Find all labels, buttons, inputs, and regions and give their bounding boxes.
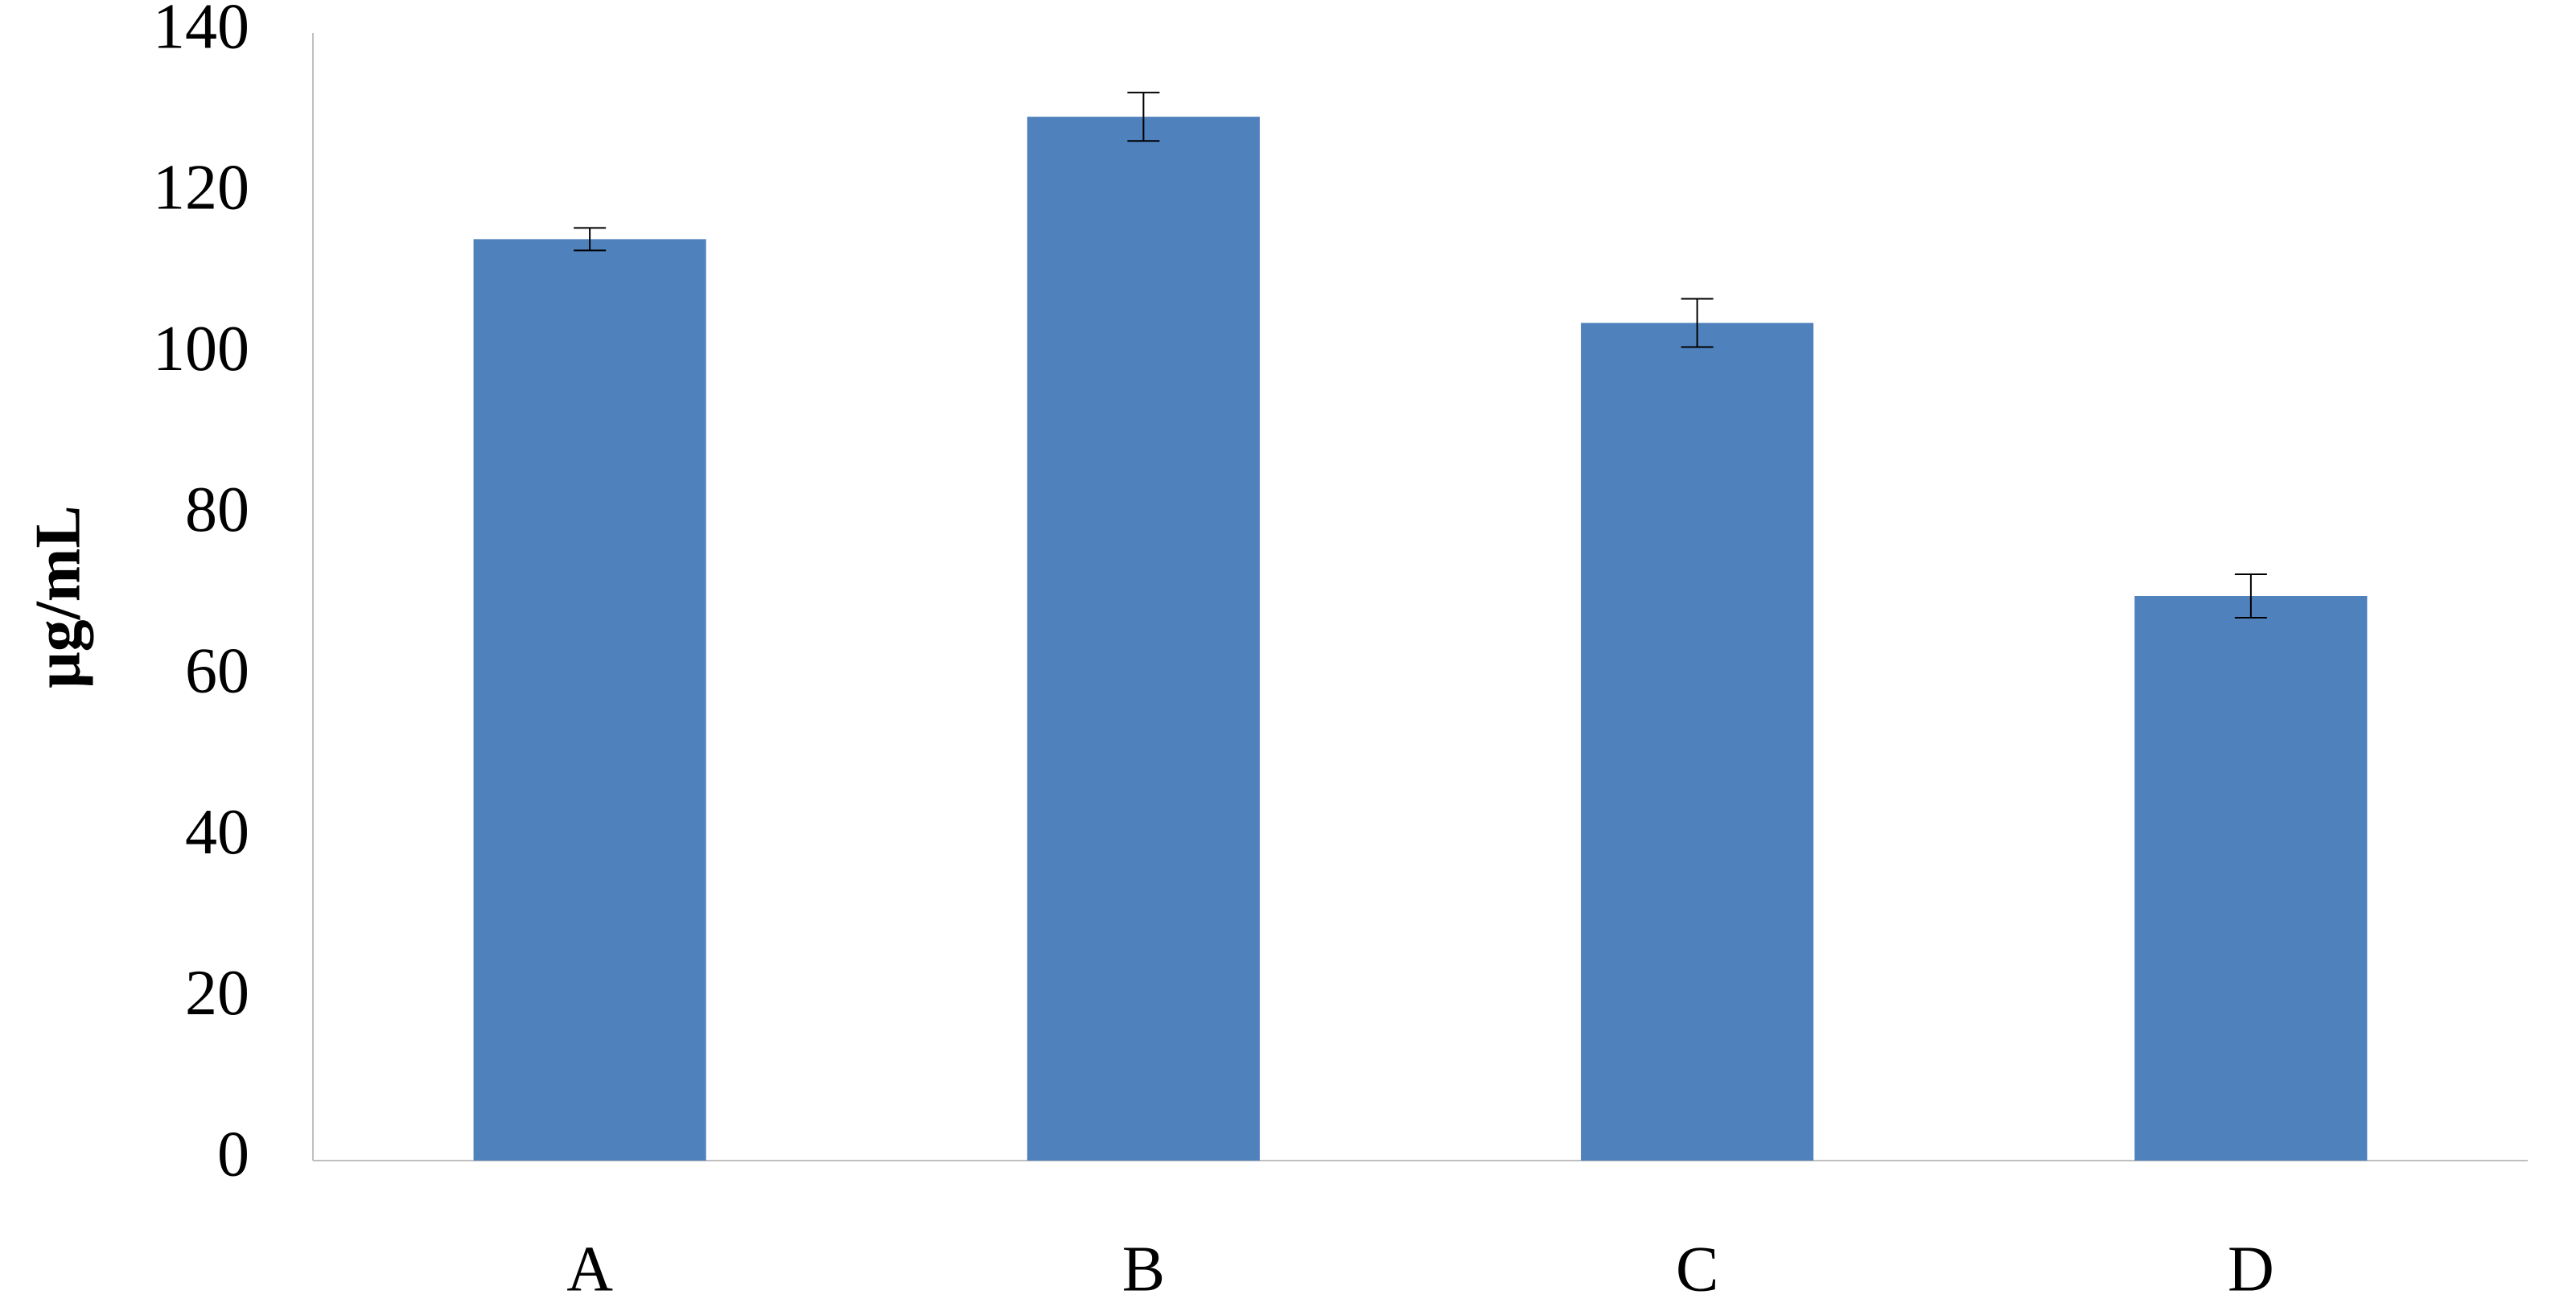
bar — [2134, 595, 2368, 1161]
y-tick-label: 40 — [185, 797, 249, 868]
y-tick-label: 60 — [185, 636, 249, 707]
error-bar — [1681, 298, 1714, 348]
error-bar — [2234, 573, 2267, 619]
bar — [1027, 117, 1260, 1161]
y-tick-label: 20 — [185, 958, 249, 1029]
x-tick-label: D — [2228, 1234, 2274, 1305]
x-tick-label: B — [1122, 1234, 1165, 1305]
bar — [473, 239, 706, 1161]
y-axis-label: μg/mL — [23, 505, 93, 688]
y-tick-label: 0 — [217, 1119, 249, 1190]
y-tick-label: 120 — [153, 153, 249, 224]
error-bar — [574, 227, 607, 252]
bar — [1581, 323, 1814, 1161]
x-tick-label: A — [566, 1234, 613, 1305]
y-tick-label: 100 — [153, 314, 249, 384]
y-tick-label: 140 — [153, 0, 249, 62]
x-tick-label: C — [1676, 1234, 1718, 1305]
error-bar — [1127, 92, 1160, 142]
y-tick-label: 80 — [185, 475, 249, 545]
